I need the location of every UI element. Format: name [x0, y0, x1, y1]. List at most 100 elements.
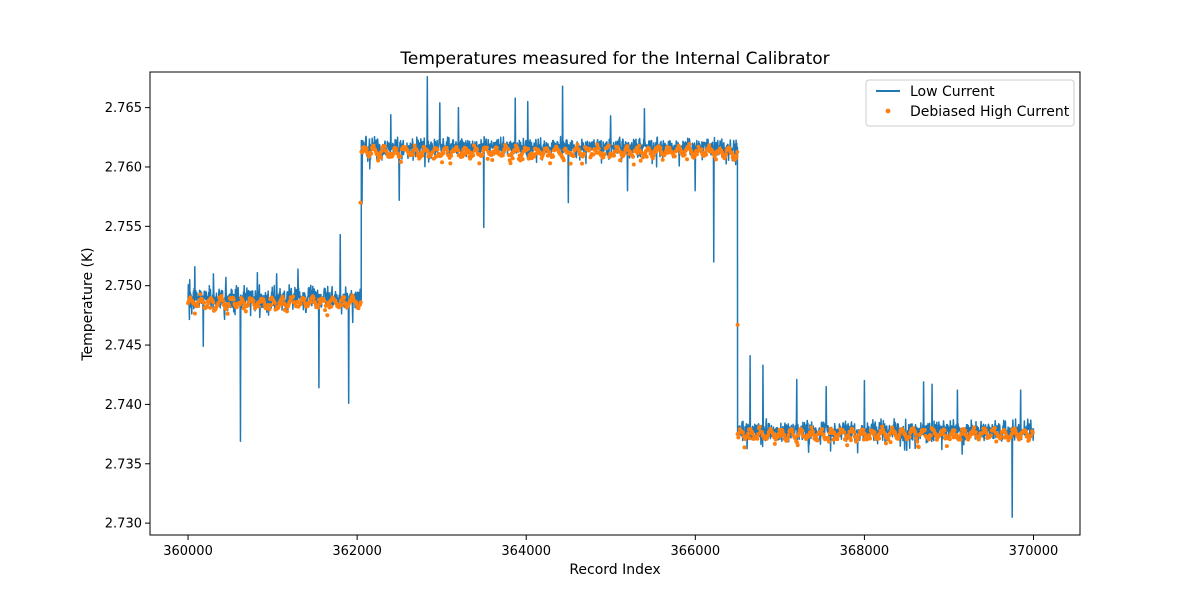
high-current-point [227, 303, 232, 308]
high-current-point [490, 157, 495, 162]
high-current-point [323, 308, 328, 313]
high-current-point [977, 435, 982, 440]
high-current-point [872, 430, 877, 435]
high-current-point [941, 432, 946, 437]
high-current-point [615, 145, 620, 150]
high-current-point [414, 148, 419, 153]
high-current-point [398, 154, 403, 159]
high-current-point [484, 145, 489, 150]
high-current-point [635, 151, 640, 156]
high-current-point [622, 150, 627, 155]
high-current-point [284, 309, 289, 314]
high-current-point [723, 155, 728, 160]
high-current-point [800, 428, 805, 433]
high-current-point [506, 147, 511, 152]
high-current-point [687, 142, 692, 146]
high-current-point [740, 430, 745, 435]
high-current-point [532, 154, 537, 159]
high-current-point [548, 161, 553, 166]
high-current-point [231, 297, 236, 302]
high-current-point [928, 433, 933, 438]
high-current-point [992, 426, 997, 431]
high-current-point [358, 200, 363, 205]
high-current-point [211, 300, 216, 305]
high-current-point [983, 427, 988, 432]
high-current-point [613, 149, 618, 154]
high-current-point [322, 298, 327, 303]
y-tick-label: 2.745 [105, 339, 142, 354]
x-tick-label: 364000 [501, 544, 551, 559]
high-current-point [707, 143, 712, 148]
legend-point-swatch [885, 108, 891, 114]
high-current-point [880, 424, 885, 429]
high-current-point [276, 304, 281, 309]
high-current-point [195, 304, 200, 309]
high-current-point [896, 435, 901, 440]
high-current-point [358, 300, 363, 305]
high-current-point [835, 437, 840, 442]
high-current-point [205, 304, 210, 309]
high-current-point [963, 428, 968, 433]
high-current-point [379, 148, 384, 153]
high-current-point [790, 429, 795, 434]
high-current-point [959, 431, 964, 436]
high-current-point [826, 439, 831, 444]
high-current-point [847, 429, 852, 434]
high-current-point [475, 147, 480, 152]
low-current-line [187, 76, 1035, 518]
legend-label-high-current: Debiased High Current [910, 104, 1070, 120]
high-current-point [435, 147, 440, 152]
high-current-point [329, 304, 334, 309]
y-tick-label: 2.755 [105, 220, 142, 235]
high-current-point [649, 150, 654, 155]
high-current-point [852, 430, 857, 435]
high-current-point [342, 295, 347, 300]
high-current-point [366, 154, 371, 159]
high-current-point [444, 145, 449, 150]
high-current-point [582, 152, 587, 156]
high-current-point [682, 152, 687, 157]
high-current-point [595, 142, 600, 147]
high-current-point [202, 300, 207, 305]
x-tick-label: 370000 [1009, 544, 1059, 559]
high-current-point [729, 151, 734, 156]
high-current-point [984, 430, 989, 435]
high-current-point [821, 432, 826, 437]
high-current-point [494, 145, 499, 150]
high-current-point [848, 438, 853, 443]
high-current-point [510, 156, 515, 161]
high-current-point [845, 443, 850, 448]
high-current-point [958, 437, 963, 442]
high-current-point [916, 445, 921, 450]
high-current-point [318, 300, 323, 305]
high-current-point [861, 437, 866, 442]
legend-label-low-current: Low Current [910, 84, 995, 100]
high-current-point [723, 152, 728, 157]
high-current-point [611, 153, 616, 158]
high-current-point [736, 435, 741, 440]
high-current-point [379, 155, 384, 160]
y-tick-label: 2.750 [105, 279, 142, 294]
high-current-point [727, 146, 732, 151]
high-current-point [246, 303, 251, 308]
high-current-point [268, 303, 273, 308]
high-current-point [1029, 433, 1034, 438]
high-current-point [998, 434, 1003, 439]
plot-frame [149, 71, 1081, 536]
high-current-point [742, 445, 747, 450]
high-current-points [186, 142, 1035, 450]
high-current-point [262, 299, 267, 304]
high-current-point [952, 428, 957, 433]
high-current-point [256, 304, 261, 309]
x-tick-label: 362000 [332, 544, 382, 559]
high-current-point [793, 435, 798, 440]
high-current-point [660, 157, 665, 162]
high-current-point [508, 161, 513, 166]
high-current-point [471, 153, 476, 158]
high-current-point [480, 152, 485, 157]
y-tick-label: 2.735 [105, 457, 142, 472]
high-current-point [747, 436, 752, 441]
high-current-point [251, 298, 256, 303]
high-current-point [735, 322, 740, 327]
